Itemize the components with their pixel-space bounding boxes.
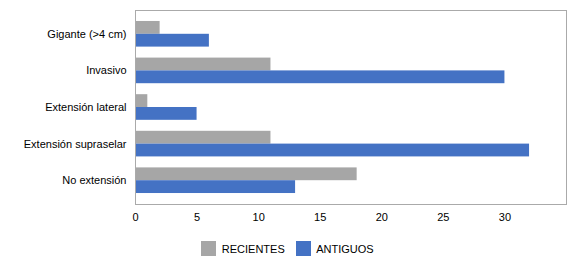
svg-text:Gigante (>4 cm): Gigante (>4 cm) <box>47 28 126 40</box>
svg-text:Invasivo: Invasivo <box>86 64 126 76</box>
svg-text:No extensión: No extensión <box>62 174 126 186</box>
svg-text:5: 5 <box>194 211 200 223</box>
svg-text:10: 10 <box>253 211 265 223</box>
svg-text:Extensión supraselar: Extensión supraselar <box>24 138 127 150</box>
svg-text:0: 0 <box>132 211 138 223</box>
svg-text:20: 20 <box>376 211 388 223</box>
html-text:ANTIGUOS: ANTIGUOS <box>316 242 374 255</box>
svg-text:30: 30 <box>499 211 511 223</box>
html-text:RECIENTES: RECIENTES <box>221 242 285 255</box>
svg-text:25: 25 <box>437 211 449 223</box>
svg-text:15: 15 <box>314 211 326 223</box>
svg-text:Extensión lateral: Extensión lateral <box>45 101 126 113</box>
